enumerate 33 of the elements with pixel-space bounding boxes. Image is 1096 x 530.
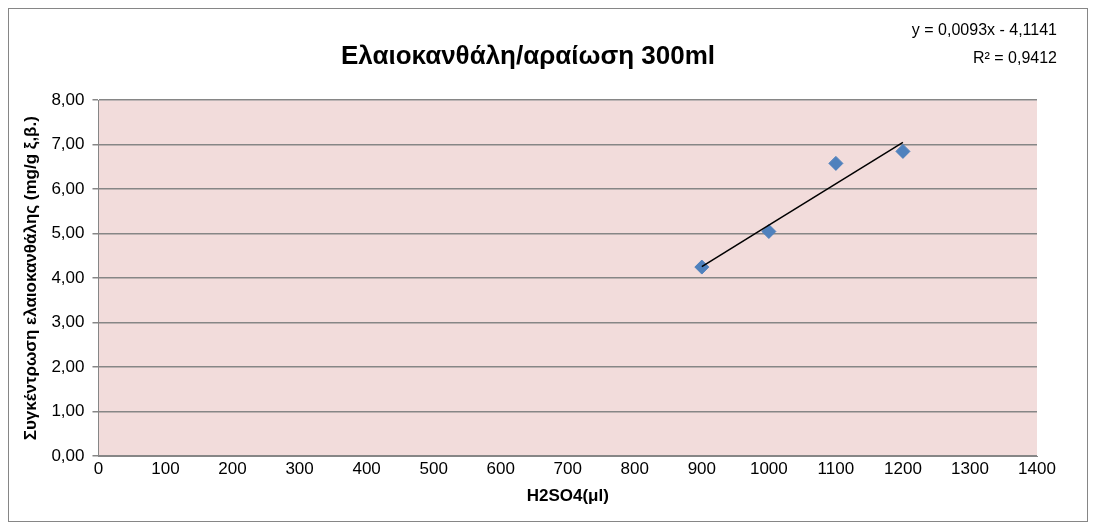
y-tick-label: 2,00 [51,356,85,376]
x-tick-label: 400 [352,459,381,479]
y-tick-label: 3,00 [51,312,85,332]
x-tick-label: 1000 [749,459,788,479]
y-tick-label: 5,00 [51,223,85,243]
x-tick-label: 100 [151,459,180,479]
x-tick-label: 500 [419,459,448,479]
point [895,143,911,159]
text: R² = 0,9412 [972,49,1058,67]
x-tick-label: 1400 [1018,459,1056,479]
y-axis-title: Συγκέντρωση ελαιοκανθάλης (mg/g ξ,β.) [20,116,40,441]
x-tick-label: 900 [687,459,716,479]
x-tick-label: 0 [93,459,104,479]
x-axis-title: H2SO4(μl) [526,486,609,506]
y-tick-label: 4,00 [51,267,85,287]
point [761,223,777,239]
y-tick-label: 7,00 [51,134,85,154]
y-tick-label: 0,00 [51,445,85,465]
x-tick-label: 800 [620,459,649,479]
x-tick-label: 600 [486,459,515,479]
y-tick-label: 8,00 [51,89,85,109]
x-tick-label: 700 [553,459,582,479]
text: y = 0,0093x - 4,1141 [911,21,1058,39]
y-tick-label: 1,00 [51,401,85,421]
x-tick-label: 1200 [884,459,922,479]
chart-title: Ελαιοκανθάλη/αραίωση 300ml [340,39,716,70]
point [694,259,710,275]
y-tick-label: 6,00 [51,178,85,198]
point [828,155,844,171]
x-tick-label: 1100 [817,459,855,479]
x-tick-label: 300 [285,459,314,479]
x-tick-label: 1300 [951,459,989,479]
x-tick-label: 200 [218,459,247,479]
